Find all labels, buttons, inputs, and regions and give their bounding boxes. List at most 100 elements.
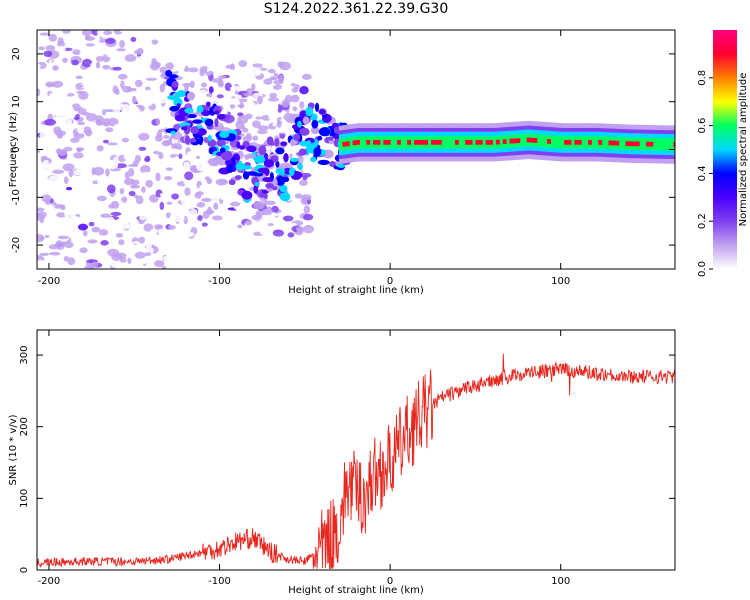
- heatmap-cell: [41, 194, 52, 203]
- heatmap-cell: [230, 63, 236, 71]
- heatmap-cell: [48, 244, 58, 250]
- heatmap-cell: [253, 184, 258, 194]
- heatmap-cell: [530, 137, 534, 143]
- heatmap-cell: [84, 36, 96, 41]
- heatmap-cell: [128, 190, 136, 197]
- heatmap-cell: [71, 59, 79, 66]
- heatmap-cell: [278, 129, 288, 134]
- heatmap-cell: [287, 232, 295, 238]
- heatmap-cell: [472, 136, 476, 149]
- heatmap-y-tick-label: 0: [11, 146, 22, 152]
- heatmap-cell: [115, 103, 125, 109]
- heatmap-cell: [417, 139, 422, 145]
- heatmap-cell: [605, 136, 609, 149]
- heatmap-cell: [224, 184, 232, 189]
- heatmap-cell: [210, 192, 220, 202]
- heatmap-cell: [362, 136, 367, 149]
- heatmap-cell: [265, 183, 275, 189]
- heatmap-cell: [151, 39, 159, 45]
- heatmap-cell: [258, 145, 267, 156]
- heatmap-cell: [216, 113, 226, 120]
- heatmap-cell: [101, 92, 108, 98]
- heatmap-cell: [150, 234, 162, 242]
- heatmap-cell: [154, 224, 164, 229]
- heatmap-cell: [279, 184, 288, 193]
- heatmap-cell: [48, 33, 58, 42]
- heatmap-cell: [216, 94, 224, 99]
- heatmap-cell: [120, 80, 125, 89]
- figure-title: S124.2022.361.22.39.G30: [263, 1, 449, 17]
- heatmap-cell: [161, 111, 171, 117]
- heatmap-cell: [383, 139, 388, 145]
- heatmap-cell: [39, 252, 50, 256]
- heatmap-cell: [154, 30, 166, 38]
- heatmap-cell: [591, 136, 596, 149]
- heatmap-cell: [318, 127, 331, 137]
- heatmap-cell: [574, 139, 579, 145]
- heatmap-cell: [663, 138, 667, 151]
- heatmap-cell: [60, 117, 72, 126]
- heatmap-cell: [106, 184, 116, 194]
- heatmap-cell: [281, 99, 290, 108]
- heatmap-cell: [73, 116, 80, 120]
- heatmap-cell: [244, 101, 256, 110]
- heatmap-cell: [39, 32, 51, 36]
- heatmap-cell: [77, 223, 88, 231]
- heatmap-cell: [44, 118, 57, 126]
- colorbar-tick-label: 0.0: [697, 261, 708, 277]
- heatmap-cell: [313, 146, 322, 157]
- heatmap-cell: [129, 71, 139, 79]
- heatmap-cell: [90, 50, 103, 56]
- heatmap-cell: [186, 91, 196, 101]
- heatmap-cell: [193, 220, 202, 229]
- heatmap-cell: [54, 224, 62, 233]
- heatmap-cell: [141, 186, 146, 193]
- heatmap-cell: [57, 235, 70, 240]
- heatmap-cell: [75, 83, 84, 88]
- heatmap-cell: [282, 215, 294, 222]
- heatmap-cell: [144, 252, 152, 257]
- heatmap-cell: [62, 163, 75, 172]
- heatmap-cell: [414, 139, 418, 145]
- heatmap-cell: [104, 109, 114, 113]
- heatmap-cell: [184, 171, 194, 181]
- heatmap-cell: [196, 155, 201, 159]
- heatmap-cell: [105, 37, 116, 44]
- heatmap-cell: [189, 208, 198, 215]
- heatmap-cell: [547, 138, 551, 144]
- heatmap-cell: [97, 178, 107, 187]
- heatmap-cell: [272, 84, 284, 91]
- heatmap-cell: [519, 134, 524, 147]
- heatmap-cell: [584, 136, 589, 149]
- heatmap-cell: [149, 189, 155, 194]
- heatmap-cell: [289, 140, 298, 145]
- heatmap-cell: [137, 47, 144, 55]
- heatmap-cell: [253, 201, 265, 210]
- heatmap-cell: [132, 108, 141, 115]
- heatmap-cell: [553, 135, 558, 149]
- heatmap-x-tick-label: 0: [387, 276, 393, 287]
- heatmap-cell: [244, 113, 253, 120]
- heatmap-cell: [424, 139, 429, 145]
- heatmap-cell: [204, 176, 211, 181]
- heatmap-cell: [475, 139, 480, 145]
- heatmap-cell: [78, 90, 89, 100]
- heatmap-cell: [244, 153, 256, 159]
- heatmap-cell: [77, 107, 87, 115]
- heatmap-cell: [274, 138, 280, 147]
- heatmap-cell: [134, 79, 143, 88]
- heatmap-cell: [164, 176, 173, 181]
- snr-x-axis-label: Height of straight line (km): [288, 585, 424, 596]
- heatmap-y-tick-label: 10: [11, 95, 22, 108]
- heatmap-cell: [299, 179, 308, 186]
- heatmap-cell: [213, 202, 219, 210]
- heatmap-cell: [144, 239, 153, 248]
- heatmap-cell: [197, 215, 203, 222]
- heatmap-cell: [44, 234, 50, 239]
- heatmap-cell: [60, 204, 66, 211]
- heatmap-cell: [293, 71, 303, 79]
- heatmap-cell: [437, 139, 442, 145]
- heatmap-cell: [37, 139, 45, 143]
- heatmap-cell: [111, 46, 117, 55]
- heatmap-cell: [137, 218, 145, 225]
